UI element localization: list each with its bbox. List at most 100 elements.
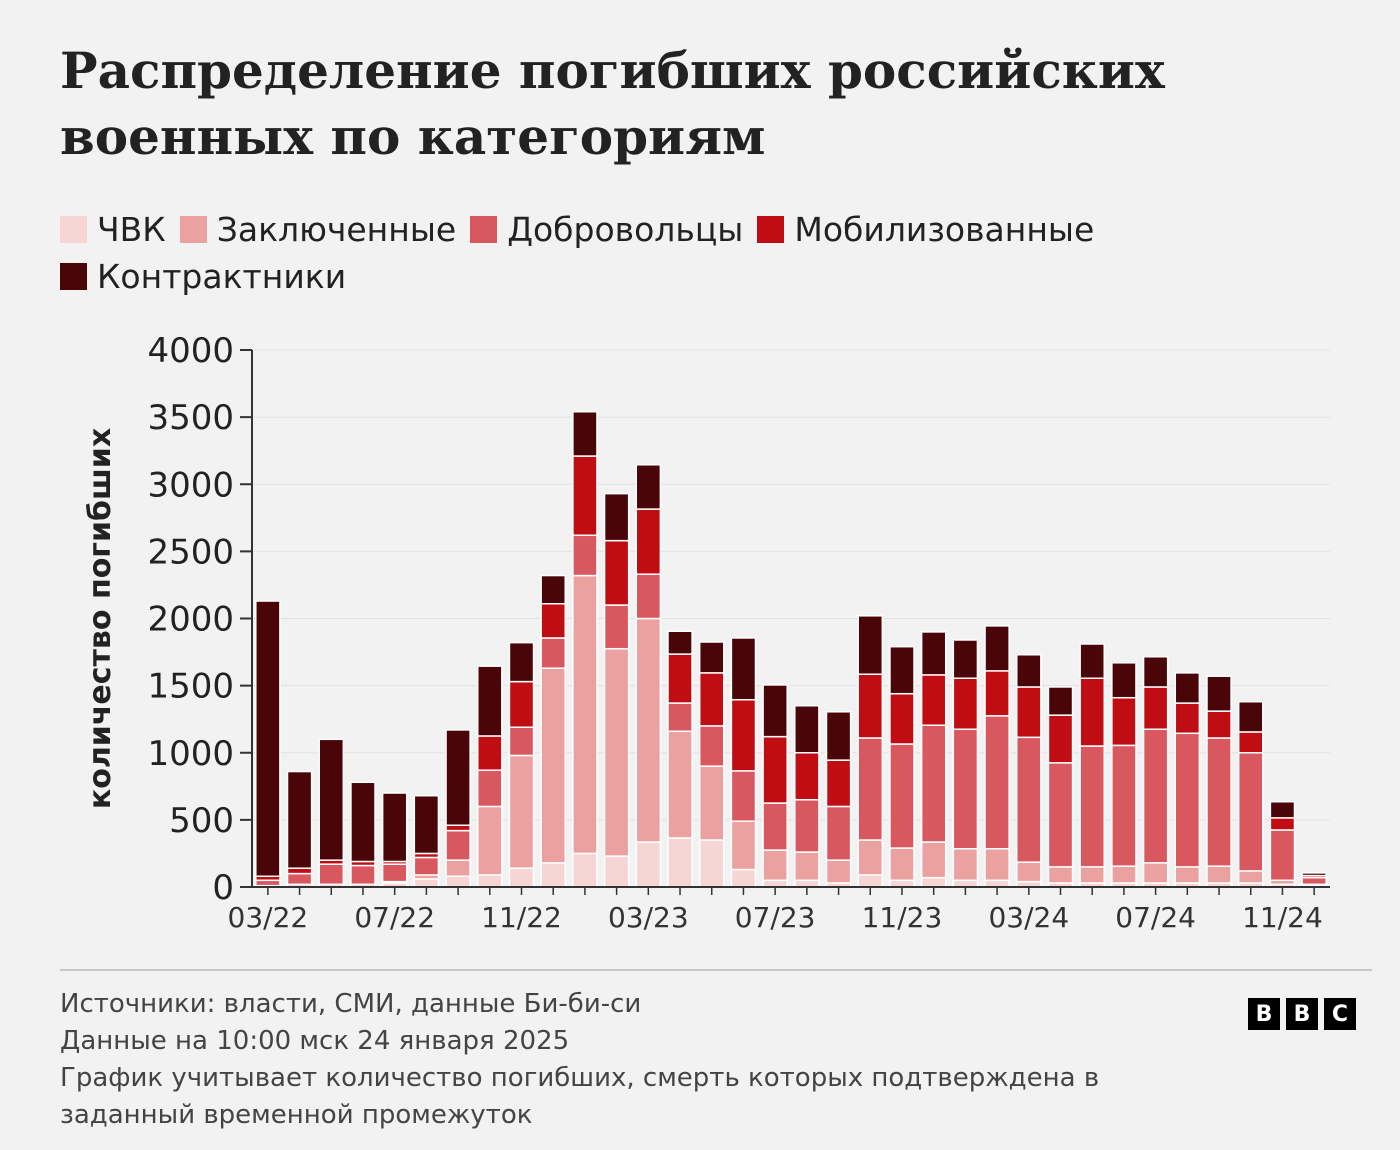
bar-segment bbox=[572, 574, 598, 855]
bar-segment bbox=[794, 851, 820, 882]
bar-segment bbox=[603, 492, 630, 542]
legend-item: Заключенные bbox=[179, 206, 457, 253]
bar-segment bbox=[1301, 872, 1327, 877]
bar-segment bbox=[350, 781, 376, 863]
bar-segment bbox=[635, 617, 662, 843]
bar-segment bbox=[984, 847, 1010, 882]
bar-segment bbox=[857, 737, 884, 841]
bar-segment bbox=[603, 539, 630, 606]
bar-segment bbox=[255, 879, 281, 887]
bar-segment bbox=[1111, 662, 1137, 699]
bar-segment bbox=[920, 724, 947, 843]
bar-segment bbox=[572, 852, 598, 888]
legend-swatch bbox=[179, 216, 207, 243]
y-tick-label: 0 bbox=[212, 868, 234, 908]
bar-segment bbox=[476, 874, 503, 888]
bar-segment bbox=[952, 677, 979, 731]
bar-segment bbox=[413, 794, 440, 855]
legend-label: Заключенные bbox=[216, 210, 457, 249]
bar-segment bbox=[889, 692, 915, 745]
bar-segment bbox=[603, 647, 630, 857]
bar-segment bbox=[1174, 732, 1201, 868]
bar-segment bbox=[1047, 714, 1074, 764]
divider bbox=[60, 969, 1372, 971]
bar-segment bbox=[857, 874, 884, 888]
bar-segment bbox=[508, 641, 535, 683]
y-tick-label: 4000 bbox=[147, 331, 234, 371]
bar-segment bbox=[1269, 801, 1296, 819]
bar-segment bbox=[603, 855, 630, 888]
bar-segment bbox=[698, 839, 725, 888]
bar-segment bbox=[1206, 675, 1232, 712]
bar-segment bbox=[540, 667, 567, 864]
logo-letter: C bbox=[1324, 998, 1356, 1030]
bar-segment bbox=[1269, 829, 1296, 882]
bar-segment bbox=[603, 604, 630, 650]
bar-segment bbox=[1047, 866, 1074, 884]
bar-segment bbox=[572, 411, 598, 457]
x-tick-label: 11/24 bbox=[1242, 901, 1323, 934]
legend-swatch bbox=[60, 216, 87, 243]
bar-segment bbox=[445, 875, 471, 888]
bar-segment bbox=[1015, 653, 1042, 688]
bar-segment bbox=[445, 729, 471, 826]
bar-segment bbox=[825, 859, 852, 884]
bar-segment bbox=[1174, 702, 1201, 735]
bar-segment bbox=[952, 728, 979, 850]
legend-item: Добровольцы bbox=[470, 206, 743, 253]
bar-segment bbox=[857, 673, 884, 739]
legend-item: Мобилизованные bbox=[757, 206, 1094, 253]
bar-segment bbox=[1237, 752, 1264, 872]
bar-segment bbox=[1269, 817, 1296, 831]
bar-segment bbox=[1142, 656, 1169, 688]
bar-segment bbox=[762, 684, 788, 738]
bar-segment bbox=[1047, 686, 1074, 716]
x-tick-label: 11/23 bbox=[862, 901, 943, 934]
bar-segment bbox=[635, 464, 662, 510]
bar-segment bbox=[1142, 686, 1169, 731]
bar-segment bbox=[667, 837, 693, 888]
legend-label: ЧВК bbox=[97, 210, 166, 249]
y-tick-label: 2000 bbox=[147, 600, 234, 640]
source: Источники: власти, СМИ, данные Би-би-си bbox=[60, 989, 642, 1019]
bar-segment bbox=[508, 726, 535, 757]
bar-segment bbox=[476, 769, 503, 808]
bar-segment bbox=[540, 862, 567, 888]
bar-segment bbox=[1174, 866, 1201, 884]
bar-segment bbox=[794, 752, 820, 801]
bar-segment bbox=[762, 849, 788, 882]
bar-segment bbox=[1142, 862, 1169, 884]
bar-segment bbox=[667, 702, 693, 733]
bar-segment bbox=[635, 841, 662, 888]
bar-segment bbox=[984, 625, 1010, 672]
x-tick-label: 03/24 bbox=[988, 901, 1069, 934]
bar-segment bbox=[572, 455, 598, 537]
bar-segment bbox=[730, 698, 757, 772]
bar-segment bbox=[857, 615, 884, 675]
date-note: Данные на 10:00 мск 24 января 2025 bbox=[60, 1026, 570, 1056]
bar-segment bbox=[286, 872, 313, 886]
x-tick-label: 07/24 bbox=[1115, 901, 1196, 934]
legend-swatch bbox=[60, 263, 87, 290]
bar-segment bbox=[889, 645, 915, 695]
bar-segment bbox=[920, 841, 947, 879]
bar-segment bbox=[984, 715, 1010, 850]
bar-segment bbox=[825, 711, 852, 761]
x-tick-label: 03/23 bbox=[608, 901, 689, 934]
bar-segment bbox=[1079, 643, 1106, 679]
bar-segment bbox=[1079, 677, 1106, 747]
bar-segment bbox=[445, 824, 471, 832]
bar-segment bbox=[1015, 861, 1042, 883]
bar-segment bbox=[794, 879, 820, 888]
bar-segment bbox=[540, 602, 567, 639]
bar-segment bbox=[318, 863, 345, 886]
bar-segment bbox=[476, 665, 503, 737]
bar-segment bbox=[1015, 686, 1042, 739]
bar-segment bbox=[476, 805, 503, 876]
bar-segment bbox=[984, 879, 1010, 888]
y-tick-label: 3000 bbox=[147, 465, 234, 505]
y-tick-label: 3500 bbox=[147, 398, 234, 438]
bar-segment bbox=[762, 802, 788, 851]
